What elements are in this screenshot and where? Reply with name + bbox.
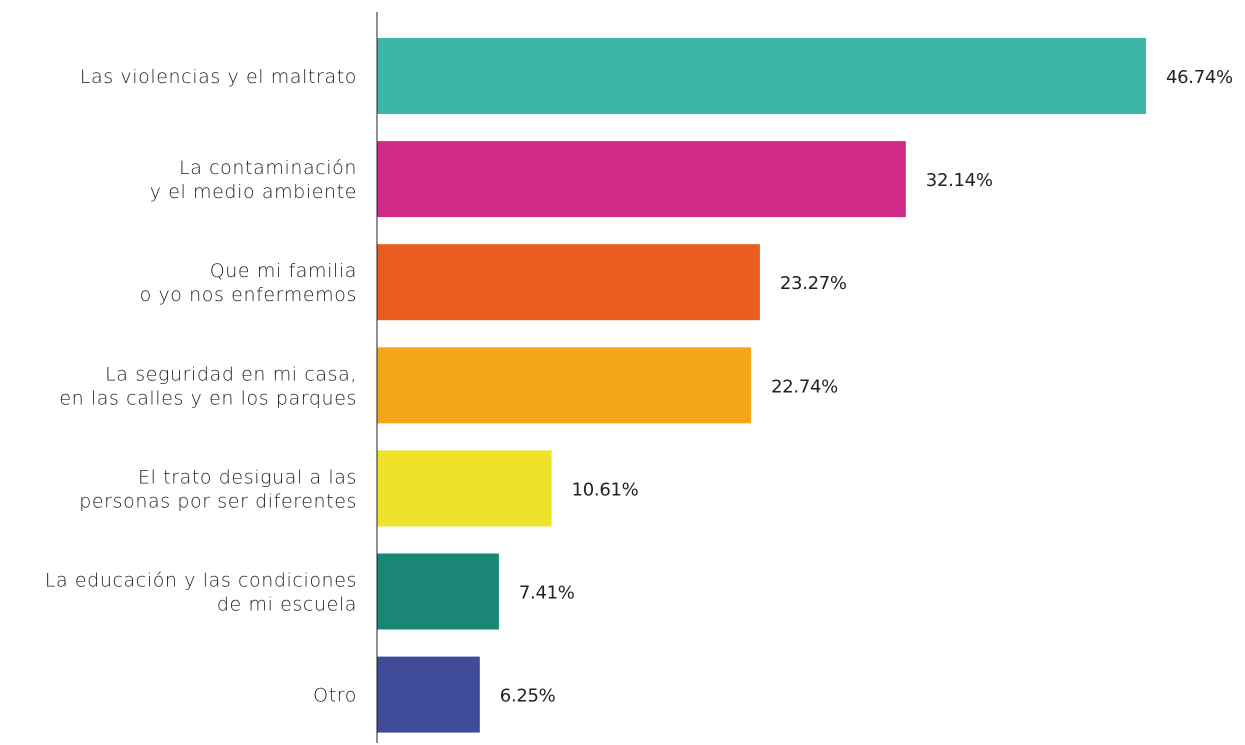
category-label: Las violencias y el maltrato <box>80 66 357 88</box>
category-label-line: El trato desigual a las <box>138 466 357 488</box>
bar <box>377 38 1146 114</box>
category-label: La seguridad en mi casa, en las calles y … <box>59 363 357 409</box>
value-label: 23.27% <box>780 273 847 294</box>
bar <box>377 656 480 733</box>
value-labels-layer: 46.74% 32.14% 23.27% 22.74% 10.61% 7.41% 6.25% <box>500 67 1234 707</box>
category-label: El trato desigual a las personas por ser … <box>79 466 357 512</box>
bars-layer <box>377 38 1146 733</box>
category-label-line: Las violencias y el maltrato <box>80 66 357 88</box>
bar <box>377 347 752 424</box>
bar <box>377 141 906 218</box>
category-label-line: La contaminación <box>179 157 357 179</box>
bar <box>377 450 552 527</box>
category-label-line: La educación y las condiciones <box>45 570 357 592</box>
value-label: 32.14% <box>926 170 993 191</box>
category-label: Que mi familia o yo nos enfermemos <box>140 260 357 306</box>
category-label: Otro <box>313 685 357 707</box>
category-label-line: Que mi familia <box>210 260 357 282</box>
category-label-line: o yo nos enfermemos <box>140 284 357 306</box>
value-label: 6.25% <box>500 686 556 707</box>
category-labels-layer: Las violencias y el maltrato La contamina… <box>45 66 357 707</box>
category-label: La educación y las condiciones de mi escu… <box>45 570 357 616</box>
category-label-line: de mi escuela <box>217 594 357 616</box>
category-label-line: en las calles y en los parques <box>59 387 357 409</box>
value-label: 22.74% <box>771 376 838 397</box>
value-label: 7.41% <box>519 583 575 604</box>
bar <box>377 244 760 321</box>
category-label-line: personas por ser diferentes <box>79 490 357 512</box>
category-label-line: y el medio ambiente <box>150 181 357 203</box>
category-label: La contaminación y el medio ambiente <box>150 157 357 203</box>
category-label-line: La seguridad en mi casa, <box>105 363 357 385</box>
category-label-line: Otro <box>313 685 357 707</box>
value-label: 46.74% <box>1166 67 1233 88</box>
bar <box>377 553 499 630</box>
value-label: 10.61% <box>572 479 639 500</box>
